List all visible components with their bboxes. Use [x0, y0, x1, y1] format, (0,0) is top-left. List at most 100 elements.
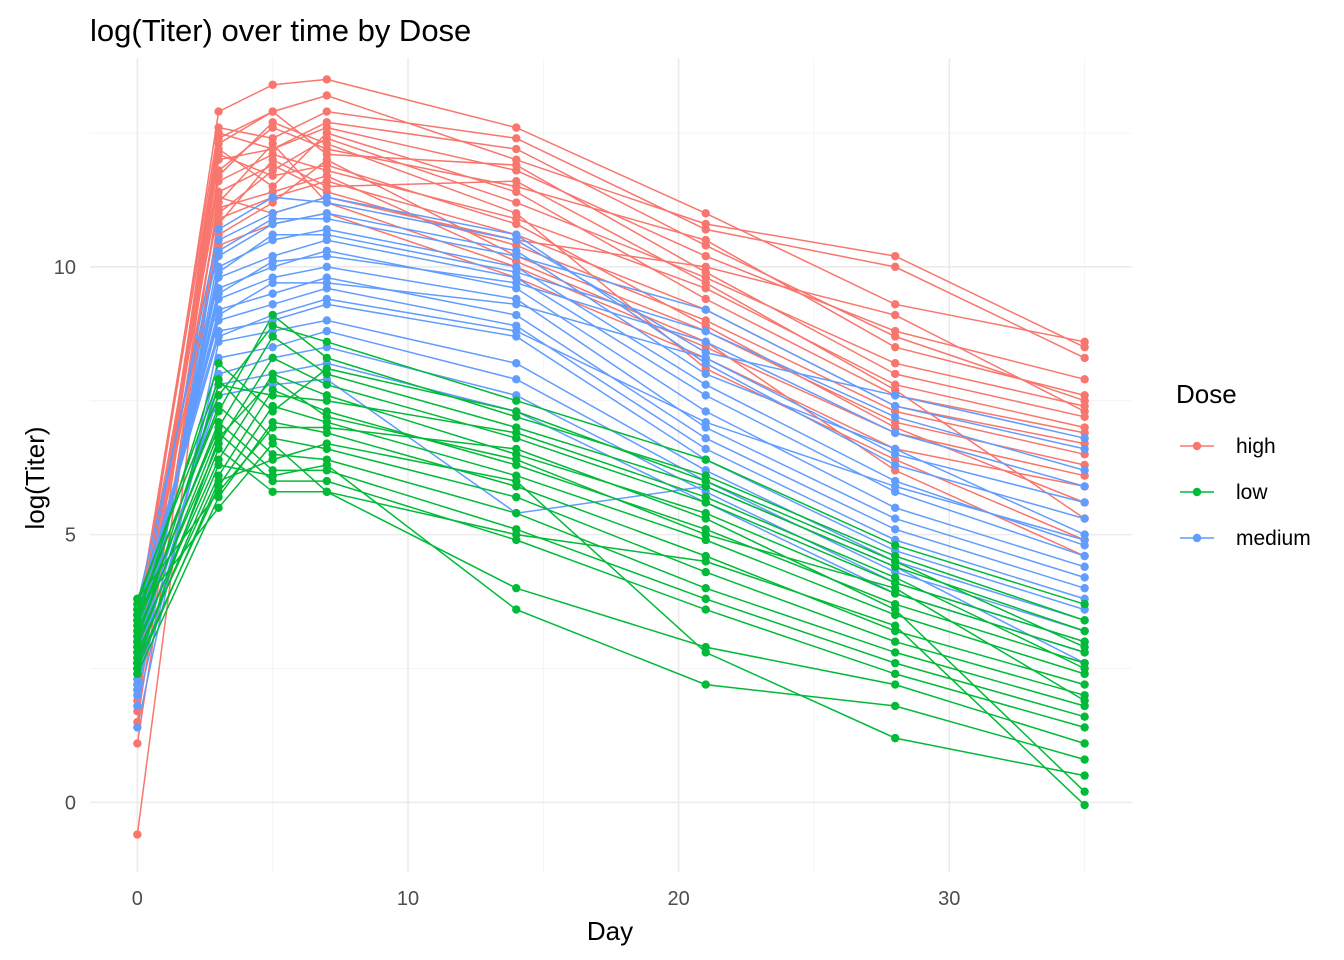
- series-line-medium: [136, 282, 1085, 637]
- data-point-low: [512, 530, 521, 539]
- data-point-high: [322, 139, 332, 148]
- data-point-high: [214, 193, 223, 202]
- data-point-medium: [1080, 535, 1089, 545]
- data-point-high: [890, 359, 900, 368]
- data-point-low: [214, 444, 223, 454]
- data-point-high: [512, 123, 521, 132]
- data-point-medium: [214, 332, 223, 341]
- data-point-low: [512, 605, 521, 614]
- legend-item-high: high: [1180, 435, 1276, 458]
- data-point-medium: [214, 268, 223, 277]
- data-point-low: [890, 621, 900, 630]
- data-point-high: [1080, 375, 1089, 384]
- data-point-medium: [890, 401, 900, 411]
- data-point-medium: [1080, 562, 1089, 571]
- data-point-medium: [701, 417, 710, 427]
- x-axis-title: Day: [587, 916, 633, 946]
- data-point-low: [701, 514, 710, 523]
- series-line-low: [136, 313, 1085, 622]
- series-lines: [136, 78, 1086, 835]
- series-line-low: [136, 377, 1085, 697]
- data-point-low: [322, 423, 332, 432]
- series-line-high: [136, 110, 1085, 621]
- data-point-low: [1080, 600, 1089, 609]
- data-point-high: [1080, 396, 1089, 405]
- series-line-medium: [136, 196, 1085, 696]
- x-tick-label: 20: [668, 888, 690, 910]
- series-line-medium: [136, 319, 1085, 728]
- series-line-medium: [136, 255, 1085, 658]
- data-point-low: [322, 412, 332, 422]
- data-point-medium: [701, 337, 710, 347]
- legend-label: medium: [1236, 527, 1311, 550]
- data-point-low: [1080, 771, 1089, 780]
- data-point-low: [890, 557, 900, 566]
- data-point-high: [268, 144, 277, 154]
- data-point-low: [512, 396, 521, 405]
- data-point-high: [512, 209, 521, 218]
- data-point-low: [133, 616, 142, 625]
- data-point-low: [268, 439, 277, 448]
- data-point-low: [268, 391, 277, 400]
- data-point-low: [1080, 616, 1089, 625]
- series-points: [133, 75, 1089, 839]
- data-point-low: [214, 503, 223, 513]
- data-point-medium: [512, 375, 521, 384]
- series-line-high: [136, 196, 1085, 723]
- series-line-low: [136, 373, 1085, 654]
- data-point-low: [701, 605, 710, 614]
- data-point-medium: [890, 428, 900, 438]
- series-line-high: [136, 121, 1085, 632]
- series-line-high: [136, 158, 1085, 653]
- data-point-low: [133, 658, 142, 668]
- data-point-low: [512, 476, 521, 486]
- data-point-low: [268, 407, 277, 416]
- data-point-low: [214, 476, 223, 486]
- data-point-high: [701, 262, 710, 272]
- series-line-low: [136, 335, 1085, 632]
- series-line-medium: [136, 276, 1085, 632]
- data-point-high: [512, 134, 521, 143]
- data-point-low: [214, 380, 223, 389]
- data-point-medium: [133, 701, 142, 711]
- y-axis-title: log(Titer): [20, 426, 50, 529]
- series-line-high: [136, 142, 1085, 669]
- series-line-low: [136, 442, 1085, 777]
- data-point-medium: [214, 289, 223, 298]
- series-line-low: [136, 378, 1085, 702]
- legend-label: low: [1236, 481, 1268, 504]
- data-point-medium: [268, 278, 277, 288]
- data-point-low: [322, 396, 332, 405]
- data-point-low: [1080, 800, 1089, 810]
- series-line-medium: [136, 298, 1085, 616]
- data-point-low: [1080, 755, 1089, 764]
- data-point-low: [512, 455, 521, 464]
- data-point-medium: [701, 305, 710, 314]
- data-point-medium: [890, 460, 900, 470]
- data-point-low: [322, 380, 332, 389]
- series-line-high: [136, 126, 1085, 712]
- data-point-high: [214, 150, 223, 159]
- legend-key-point: [1192, 441, 1202, 451]
- data-point-medium: [268, 300, 277, 309]
- data-point-high: [701, 251, 710, 261]
- data-point-high: [322, 171, 332, 181]
- data-point-low: [268, 487, 277, 496]
- data-point-medium: [1080, 482, 1089, 491]
- data-point-high: [512, 187, 521, 197]
- data-point-low: [322, 364, 332, 373]
- data-point-high: [133, 830, 142, 839]
- series-line-medium: [136, 266, 1085, 642]
- data-point-medium: [512, 268, 521, 277]
- data-point-low: [890, 733, 900, 743]
- data-point-low: [890, 541, 900, 550]
- x-tick-label: 30: [938, 888, 960, 910]
- data-point-low: [1080, 712, 1089, 721]
- data-point-high: [268, 155, 277, 164]
- series-line-medium: [136, 217, 1085, 605]
- data-point-high: [701, 225, 710, 234]
- data-point-low: [214, 417, 223, 427]
- data-point-low: [512, 508, 521, 518]
- series-line-medium: [136, 212, 1085, 685]
- data-point-high: [890, 369, 900, 379]
